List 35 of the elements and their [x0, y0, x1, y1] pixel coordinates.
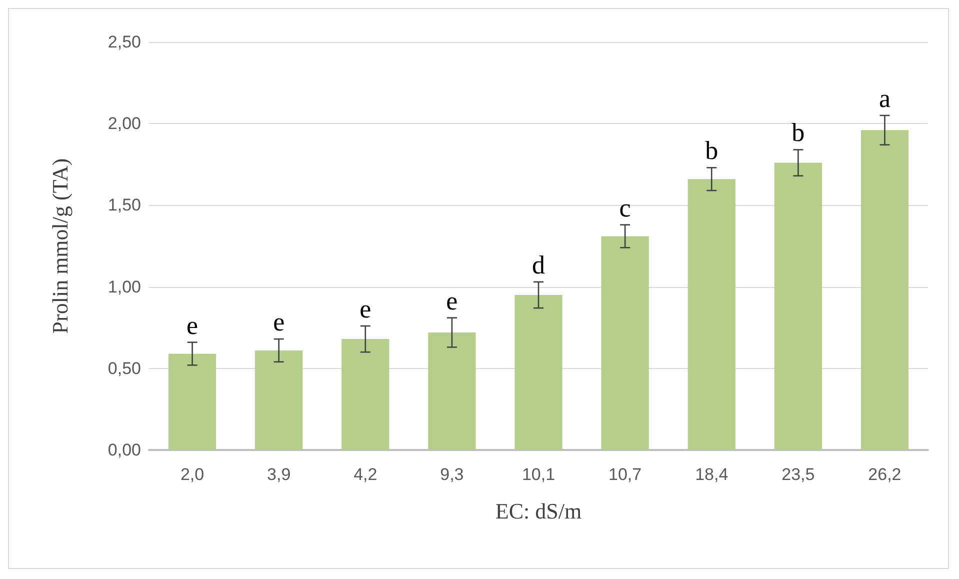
x-tick-label: 3,9: [267, 465, 291, 484]
annotation: d: [532, 250, 545, 280]
bar: [688, 179, 736, 450]
x-tick-label: 18,4: [695, 465, 728, 484]
annotation: e: [446, 286, 458, 316]
y-tick-label: 0,00: [108, 440, 141, 460]
y-tick-label: 0,50: [108, 358, 141, 378]
x-tick-label: 2,0: [180, 465, 204, 484]
y-tick-label: 2,50: [108, 32, 141, 52]
bar: [255, 350, 303, 450]
annotation: c: [619, 193, 631, 222]
x-tick-label: 10,1: [522, 465, 556, 484]
y-tick-label: 2,00: [108, 114, 141, 134]
x-tick-label: 26,2: [868, 465, 902, 484]
bar: [860, 130, 909, 450]
x-tick-label: 4,2: [354, 465, 378, 484]
y-axis-title: Prolin mmol/g (TA): [48, 158, 72, 334]
bar: [601, 236, 649, 450]
x-axis-title: EC: dS/m: [495, 498, 582, 524]
bar: [428, 332, 476, 450]
bar: [342, 339, 390, 450]
bar: [774, 162, 822, 450]
annotation: e: [186, 310, 198, 340]
bar: [514, 294, 562, 450]
x-tick-label: 23,5: [782, 465, 815, 484]
y-tick-label: 1,50: [108, 196, 141, 215]
x-tick-label: 10,7: [608, 465, 642, 484]
annotation: e: [360, 294, 372, 324]
annotation: b: [792, 118, 805, 148]
y-tick-label: 1,00: [108, 277, 141, 296]
bar: [168, 354, 216, 450]
annotation: a: [878, 84, 891, 113]
annotation: e: [273, 308, 285, 337]
x-tick-label: 9,3: [440, 465, 464, 484]
annotation: b: [705, 136, 718, 166]
